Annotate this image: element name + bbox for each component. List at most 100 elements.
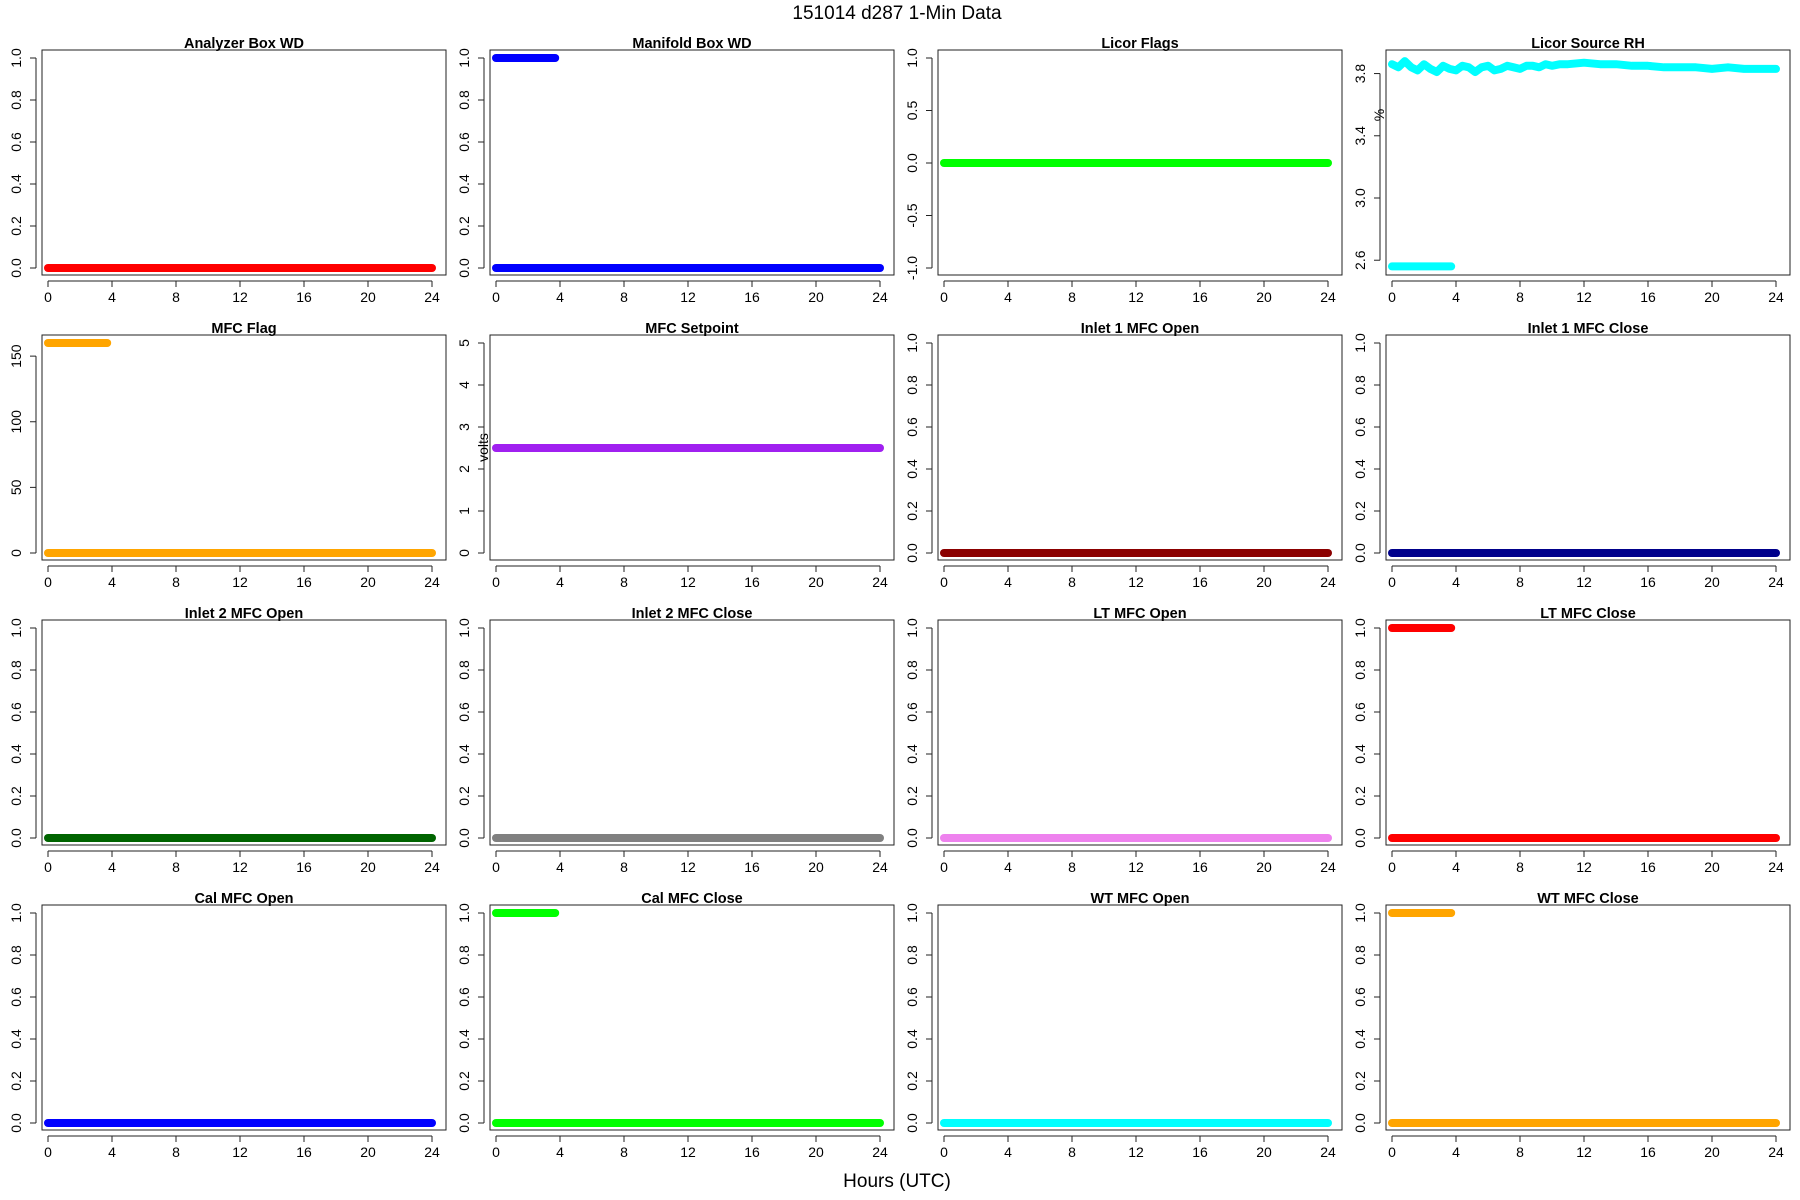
x-tick-label: 0 (492, 574, 500, 590)
x-tick-label: 20 (360, 574, 376, 590)
x-tick-label: 16 (1192, 574, 1208, 590)
y-tick-label: -1.0 (904, 256, 920, 280)
y-tick-label: 0.8 (904, 375, 920, 395)
x-tick-label: 4 (556, 1144, 564, 1160)
x-tick-label: 20 (808, 574, 824, 590)
y-tick-label: 5 (456, 339, 472, 347)
y-tick-label: 0.6 (1352, 417, 1368, 437)
x-tick-label: 24 (424, 859, 440, 875)
x-tick-label: 8 (620, 574, 628, 590)
panel-manifold-box-wd: Manifold Box WD 0 4 8 12 16 20 24 0.0 0.2 0.4 0.6 0.… (456, 36, 895, 305)
x-tick-label: 12 (680, 289, 696, 305)
x-tick-label: 4 (1004, 1144, 1012, 1160)
y-tick-label: 1.0 (8, 903, 24, 923)
panel-mfc-flag: MFC Flag 0 4 8 12 16 20 24 0 50 100 150 (8, 321, 447, 590)
x-tick-label: 16 (744, 1144, 760, 1160)
panel-wt-mfc-open: WT MFC Open 0 4 8 12 16 20 24 0.0 0.2 0.4 0.6 0.8 1.0 (904, 891, 1343, 1160)
y-tick-label: 0.2 (8, 786, 24, 806)
x-tick-label: 12 (1576, 859, 1592, 875)
x-tick-label: 12 (232, 1144, 248, 1160)
x-tick-label: 4 (1452, 859, 1460, 875)
x-tick-label: 20 (808, 859, 824, 875)
panel-title: Inlet 1 MFC Close (1528, 321, 1649, 337)
y-tick-label: 0.2 (904, 1071, 920, 1091)
x-tick-label: 0 (1388, 574, 1396, 590)
y-tick-label: 1.0 (456, 48, 472, 68)
y-tick-label: 0.8 (456, 90, 472, 110)
y-tick-label: 0.0 (8, 258, 24, 278)
y-tick-label: 1.0 (456, 903, 472, 923)
plot-frame (1385, 619, 1791, 846)
panel-cal-mfc-close: Cal MFC Close 0 4 8 12 16 20 24 0.0 0.2 0.4 0.6 0.8 1… (456, 891, 895, 1160)
x-tick-label: 12 (1576, 1144, 1592, 1160)
x-tick-label: 20 (360, 1144, 376, 1160)
x-tick-label: 12 (1576, 574, 1592, 590)
panel-title: Inlet 1 MFC Open (1081, 321, 1199, 337)
y-tick-label: 0.0 (456, 1113, 472, 1133)
plot-frame (1385, 49, 1791, 276)
y-tick-label: 0.0 (904, 828, 920, 848)
y-tick-label: 0.4 (1352, 1029, 1368, 1049)
y-tick-label: 2.6 (1352, 250, 1368, 270)
x-tick-label: 20 (1256, 1144, 1272, 1160)
y-tick-label: 4 (456, 381, 472, 389)
y-tick-label: 1.0 (904, 48, 920, 68)
x-tick-label: 8 (1068, 574, 1076, 590)
y-tick-label: 3.8 (1352, 64, 1368, 84)
panel-licor-source-rh: Licor Source RH 0 4 8 12 16 20 24 2.6 3.0 3.4 3.8% (1352, 36, 1791, 305)
y-tick-label: 0.4 (904, 459, 920, 479)
x-tick-label: 16 (296, 574, 312, 590)
y-tick-label: 0.0 (456, 258, 472, 278)
x-tick-label: 0 (1388, 1144, 1396, 1160)
x-tick-label: 0 (1388, 289, 1396, 305)
x-tick-label: 24 (1320, 859, 1336, 875)
y-tick-label: 2 (456, 465, 472, 473)
x-tick-label: 8 (1516, 1144, 1524, 1160)
y-tick-label: 0.4 (8, 744, 24, 764)
x-tick-label: 20 (1704, 574, 1720, 590)
y-tick-label: 0.6 (456, 132, 472, 152)
x-tick-label: 24 (424, 1144, 440, 1160)
x-tick-label: 24 (424, 574, 440, 590)
x-tick-label: 16 (1640, 574, 1656, 590)
y-tick-label: 0.4 (456, 1029, 472, 1049)
x-tick-label: 4 (108, 289, 116, 305)
x-tick-label: 8 (172, 289, 180, 305)
x-tick-label: 4 (556, 574, 564, 590)
x-tick-label: 24 (1320, 289, 1336, 305)
panel-title: MFC Setpoint (645, 321, 739, 337)
y-tick-label: 0.4 (1352, 744, 1368, 764)
y-tick-label: 1.0 (904, 333, 920, 353)
y-tick-label: -0.5 (904, 203, 920, 227)
x-tick-label: 0 (940, 1144, 948, 1160)
y-tick-label: 3.0 (1352, 188, 1368, 208)
x-tick-label: 4 (1452, 1144, 1460, 1160)
x-tick-label: 24 (872, 859, 888, 875)
x-tick-label: 12 (232, 859, 248, 875)
x-tick-label: 4 (1004, 574, 1012, 590)
y-tick-label: 1.0 (456, 618, 472, 638)
x-tick-label: 16 (1192, 1144, 1208, 1160)
x-tick-label: 8 (620, 1144, 628, 1160)
y-tick-label: 0.8 (456, 945, 472, 965)
panel-title: Manifold Box WD (632, 36, 751, 52)
x-tick-label: 24 (1768, 859, 1784, 875)
x-tick-label: 24 (1768, 289, 1784, 305)
y-tick-label: 0.6 (904, 987, 920, 1007)
y-tick-label: 0.8 (8, 660, 24, 680)
panel-title: WT MFC Close (1537, 891, 1639, 907)
x-tick-label: 20 (808, 1144, 824, 1160)
x-tick-label: 12 (680, 574, 696, 590)
panel-analyzer-box-wd: Analyzer Box WD 0 4 8 12 16 20 24 0.0 0.2 0.4 0.6 0.… (8, 36, 447, 305)
plot-frame (489, 334, 895, 561)
panel-lt-mfc-open: LT MFC Open 0 4 8 12 16 20 24 0.0 0.2 0.4 0.6 0.8 1.0 (904, 606, 1343, 875)
x-tick-label: 16 (1192, 859, 1208, 875)
x-tick-label: 8 (172, 1144, 180, 1160)
y-tick-label: 3.4 (1352, 126, 1368, 146)
x-tick-label: 12 (1128, 289, 1144, 305)
x-tick-label: 24 (872, 289, 888, 305)
x-tick-label: 8 (1068, 859, 1076, 875)
y-tick-label: 0.6 (1352, 987, 1368, 1007)
x-tick-label: 0 (44, 574, 52, 590)
y-tick-label: 0.6 (456, 987, 472, 1007)
